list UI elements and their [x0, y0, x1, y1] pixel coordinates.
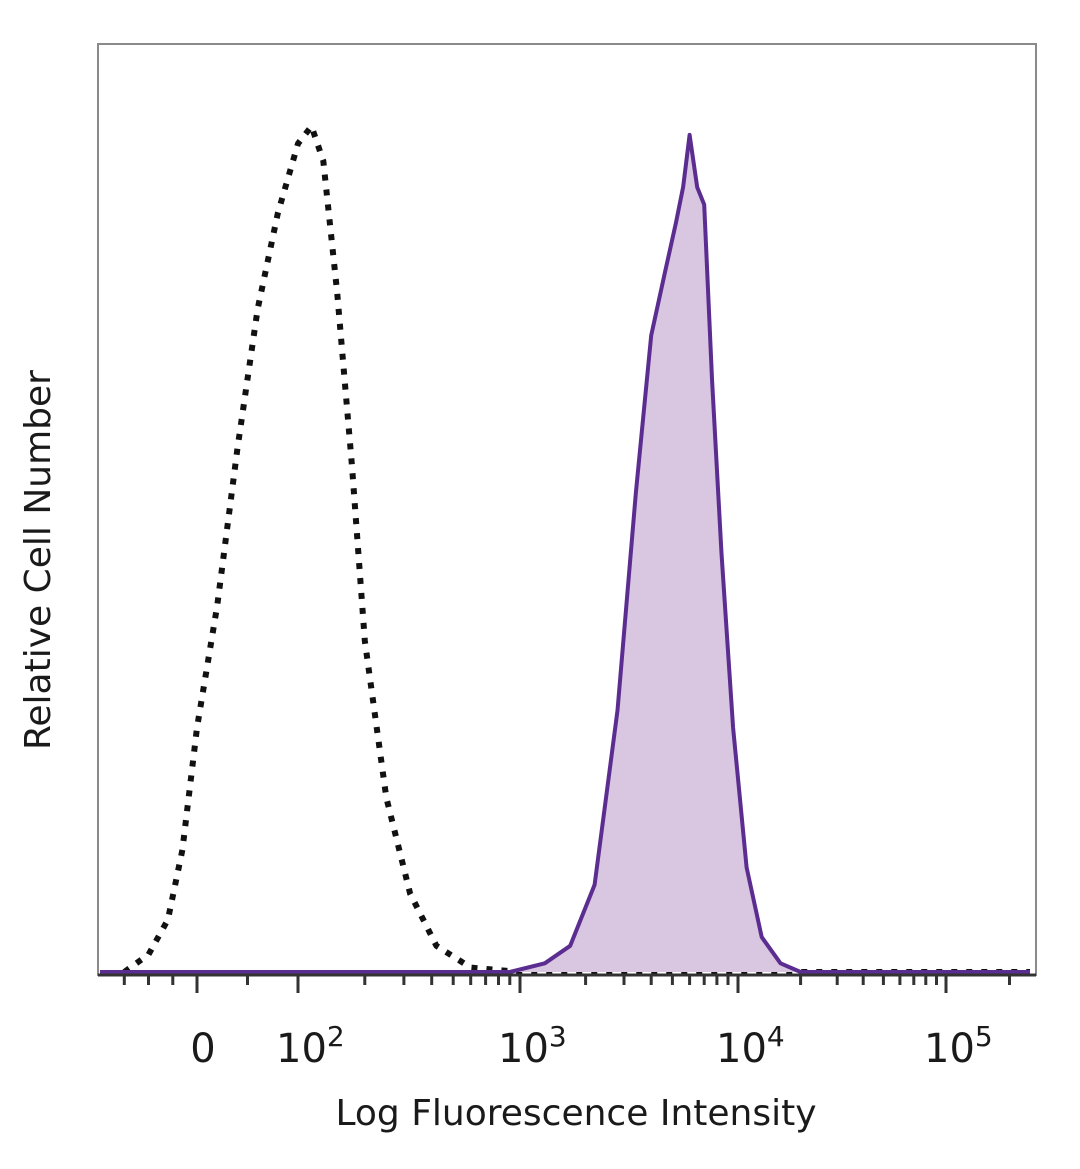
x-tick-label: 105 [924, 1020, 993, 1072]
plot-frame [97, 43, 1037, 976]
x-tick-label: 103 [498, 1020, 567, 1072]
x-axis-label: Log Fluorescence Intensity [335, 1093, 816, 1134]
series-2-line [100, 132, 1030, 974]
series-1-line [122, 123, 1030, 975]
x-axis-ticks [122, 975, 1011, 993]
series-layer [100, 123, 1030, 975]
x-tick-label: 0 [190, 1026, 215, 1072]
x-tick-label: 104 [716, 1020, 785, 1072]
x-axis-tick-labels: 0 102 103 104 105 [190, 1020, 992, 1072]
x-tick-label: 102 [276, 1020, 345, 1072]
y-axis-label: Relative Cell Number [18, 370, 59, 750]
